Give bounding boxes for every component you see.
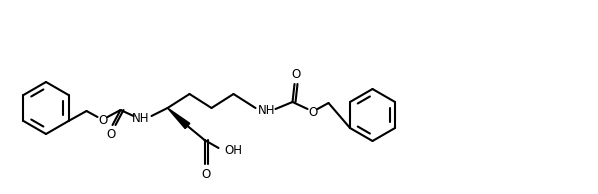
- Text: O: O: [106, 128, 115, 141]
- Text: NH: NH: [132, 112, 150, 125]
- Text: O: O: [291, 68, 301, 81]
- Text: NH: NH: [258, 104, 275, 117]
- Polygon shape: [167, 108, 190, 129]
- Text: O: O: [202, 167, 210, 180]
- Text: O: O: [98, 113, 107, 126]
- Text: OH: OH: [224, 144, 243, 157]
- Text: O: O: [308, 106, 317, 119]
